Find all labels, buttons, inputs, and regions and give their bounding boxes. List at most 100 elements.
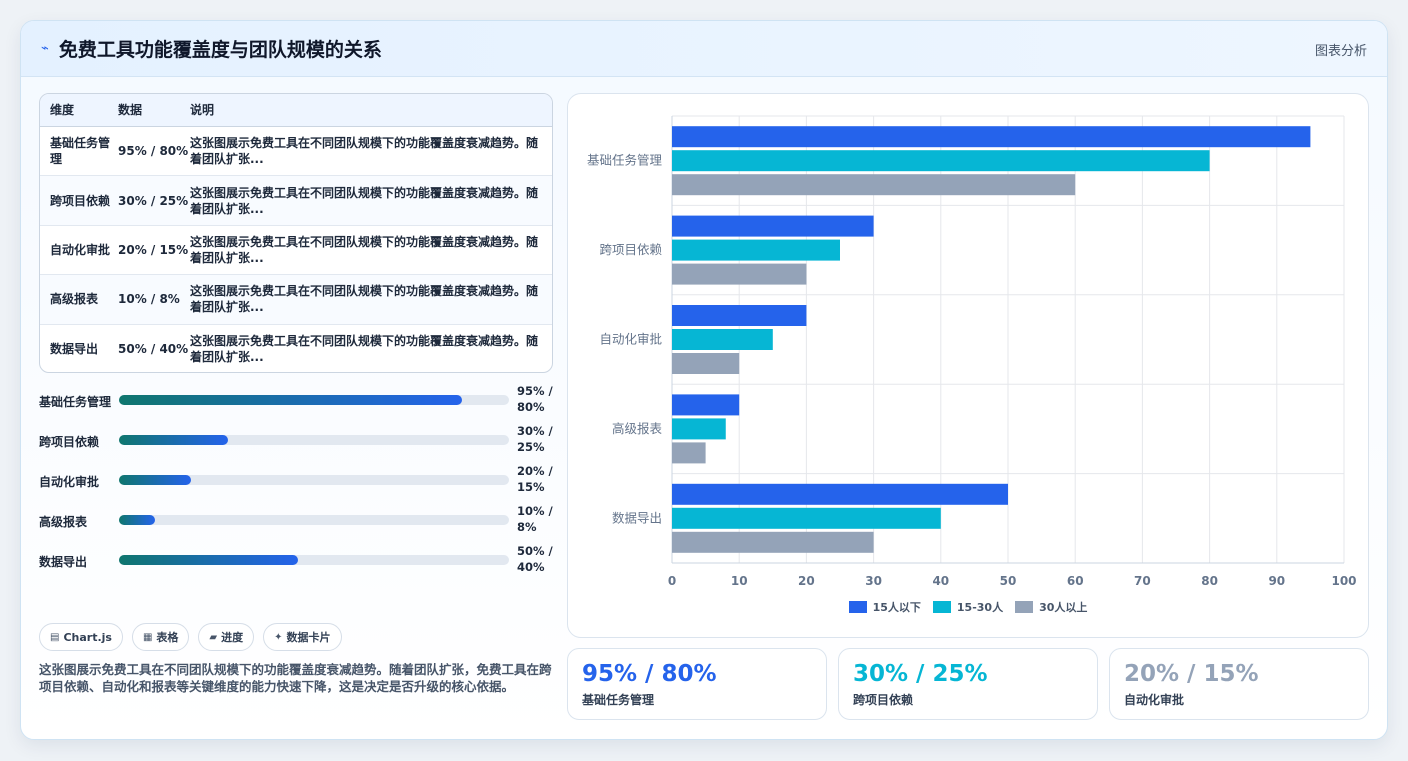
column-header: 维度	[50, 103, 75, 117]
table-icon: ▦	[142, 631, 153, 643]
legend-item[interactable]: 15人以下	[848, 599, 921, 615]
stat-label: 自动化审批	[1124, 693, 1185, 707]
stat-label: 基础任务管理	[582, 693, 655, 707]
progress-track	[119, 395, 509, 405]
x-tick-label: 40	[932, 574, 949, 588]
bar	[672, 507, 941, 529]
progress-value: 10% / 8%	[517, 504, 553, 534]
progress-row: 跨项目依赖 30% / 25%	[39, 424, 553, 468]
stat-card: 95% / 80% 基础任务管理	[567, 648, 827, 720]
main-card: ⌁ 免费工具功能覆盖度与团队规模的关系 图表分析 维度 数据 说明 基础任务管理…	[20, 20, 1388, 740]
chip-label: 进度	[221, 631, 244, 644]
x-tick-label: 80	[1201, 574, 1218, 588]
bar-chart: 0 10 20 30 40 50 60 70 80 90 100 基础任务管理跨项目依赖自动化审批高级…	[587, 115, 1357, 588]
cell-note: 这张图展示免费工具在不同团队规模下的功能覆盖度衰减趋势。随着团队扩张...	[190, 234, 539, 265]
bar	[672, 531, 874, 553]
progress-row: 数据导出 50% / 40%	[39, 544, 553, 588]
bar	[672, 418, 726, 440]
table-row: 自动化审批 20% / 15% 这张图展示免费工具在不同团队规模下的功能覆盖度衰…	[40, 226, 552, 276]
bar	[672, 126, 1311, 148]
bar	[672, 394, 740, 416]
bar	[672, 239, 840, 261]
x-tick-label: 30	[865, 574, 882, 588]
progress-label: 基础任务管理	[39, 395, 112, 409]
chart-legend: 15人以下 15-30人 30人以上	[568, 599, 1368, 615]
table-header: 维度 数据 说明	[40, 94, 552, 127]
progress-value: 20% / 15%	[517, 464, 553, 494]
bar	[672, 353, 740, 374]
progress-row: 高级报表 10% / 8%	[39, 504, 553, 548]
chip-data-card[interactable]: ✦ 数据卡片	[263, 623, 342, 651]
chip-table[interactable]: ▦ 表格	[131, 623, 190, 651]
y-tick-label: 跨项目依赖	[599, 242, 662, 257]
tag-chips: ▤ Chart.js ▦ 表格 ▰ 进度 ✦ 数据卡片	[39, 623, 342, 651]
y-tick-label: 基础任务管理	[587, 153, 663, 168]
column-header: 说明	[190, 103, 215, 117]
chart-analysis-tag: 图表分析	[1314, 44, 1367, 59]
bar	[672, 215, 874, 237]
progress-label: 跨项目依赖	[39, 435, 100, 449]
chip-chartjs[interactable]: ▤ Chart.js	[39, 623, 123, 651]
cell-note: 这张图展示免费工具在不同团队规模下的功能覆盖度衰减趋势。随着团队扩张...	[190, 284, 539, 315]
cell-data: 20% / 15%	[118, 242, 189, 257]
folder-icon: ▰	[209, 631, 218, 643]
progress-fill	[119, 475, 192, 485]
cell-note: 这张图展示免费工具在不同团队规模下的功能覆盖度衰减趋势。随着团队扩张...	[190, 334, 539, 365]
spark-icon: ⌁	[41, 41, 49, 56]
progress-label: 高级报表	[39, 515, 88, 529]
progress-row: 基础任务管理 95% / 80%	[39, 384, 553, 428]
progress-track	[119, 515, 509, 525]
cell-data: 10% / 8%	[118, 292, 180, 307]
legend-swatch	[932, 601, 951, 613]
cell-dimension: 基础任务管理	[50, 136, 111, 167]
progress-row: 自动化审批 20% / 15%	[39, 464, 553, 508]
cell-dimension: 高级报表	[50, 292, 99, 307]
cell-dimension: 跨项目依赖	[50, 193, 111, 208]
progress-fill	[119, 395, 463, 405]
cell-note: 这张图展示免费工具在不同团队规模下的功能覆盖度衰减趋势。随着团队扩张...	[190, 185, 539, 216]
y-tick-label: 数据导出	[612, 510, 662, 525]
legend-item[interactable]: 30人以上	[1015, 599, 1087, 615]
progress-value: 30% / 25%	[517, 424, 553, 454]
stat-card: 30% / 25% 跨项目依赖	[838, 648, 1098, 720]
stat-card: 20% / 15% 自动化审批	[1109, 648, 1369, 720]
legend-label: 30人以上	[1039, 601, 1088, 614]
chip-label: 表格	[156, 631, 179, 644]
chip-progress[interactable]: ▰ 进度	[198, 623, 255, 651]
data-table: 维度 数据 说明 基础任务管理 95% / 80% 这张图展示免费工具在不同团队…	[39, 93, 553, 373]
bar	[672, 305, 807, 326]
cell-data: 30% / 25%	[118, 193, 189, 208]
legend-swatch	[1015, 601, 1034, 613]
y-tick-label: 自动化审批	[599, 332, 662, 347]
description-text: 这张图展示免费工具在不同团队规模下的功能覆盖度衰减趋势。随着团队扩张，免费工具在…	[39, 662, 552, 694]
progress-track	[119, 555, 509, 565]
stat-value: 95% / 80%	[582, 661, 717, 687]
legend-item[interactable]: 15-30人	[932, 599, 1004, 615]
x-tick-label: 100	[1331, 574, 1356, 588]
x-tick-label: 20	[798, 574, 815, 588]
x-tick-label: 50	[1000, 574, 1017, 588]
progress-track	[119, 475, 509, 485]
cell-dimension: 自动化审批	[50, 242, 111, 257]
table-row: 数据导出 50% / 40% 这张图展示免费工具在不同团队规模下的功能覆盖度衰减…	[40, 325, 552, 372]
column-header: 数据	[118, 103, 143, 117]
stat-value: 30% / 25%	[853, 661, 988, 687]
stat-value: 20% / 15%	[1124, 661, 1259, 687]
legend-label: 15-30人	[956, 601, 1004, 614]
progress-list: 基础任务管理 95% / 80% 跨项目依赖 30% / 25% 自动化审批 2…	[39, 384, 553, 588]
cell-note: 这张图展示免费工具在不同团队规模下的功能覆盖度衰减趋势。随着团队扩张...	[190, 136, 539, 167]
sparkle-icon: ✦	[274, 631, 283, 643]
table-row: 高级报表 10% / 8% 这张图展示免费工具在不同团队规模下的功能覆盖度衰减趋…	[40, 275, 552, 325]
x-tick-label: 10	[731, 574, 748, 588]
bar	[672, 263, 807, 285]
stat-label: 跨项目依赖	[853, 693, 914, 707]
bar	[672, 174, 1076, 196]
page-title: 免费工具功能覆盖度与团队规模的关系	[58, 39, 382, 61]
progress-fill	[119, 515, 156, 525]
progress-value: 95% / 80%	[517, 384, 553, 414]
x-tick-label: 70	[1134, 574, 1151, 588]
legend-swatch	[848, 601, 867, 613]
bar	[672, 483, 1008, 505]
chart-icon: ▤	[50, 631, 60, 643]
progress-track	[119, 435, 509, 445]
